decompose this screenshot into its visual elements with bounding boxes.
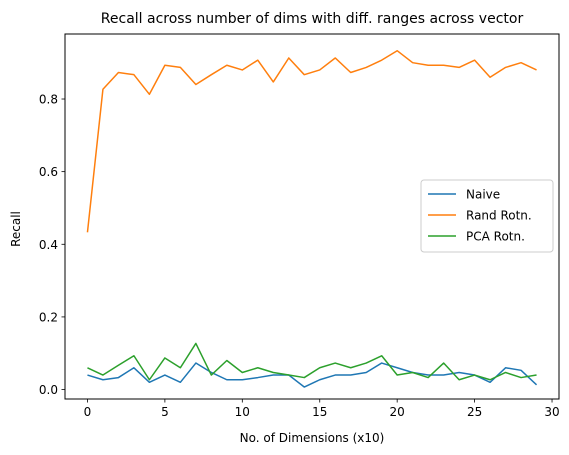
x-tick-label: 15: [312, 405, 327, 419]
y-tick-label: 0.2: [39, 310, 58, 324]
series-line-2: [86, 49, 537, 233]
series-line-1: [87, 362, 538, 388]
y-tick-label: 0.6: [39, 165, 58, 179]
chart-title: Recall across number of dims with diff. …: [101, 11, 524, 27]
x-tick-label: 5: [161, 405, 169, 419]
x-tick-label: 10: [235, 405, 250, 419]
legend-label: PCA Rotn.: [466, 230, 525, 244]
legend-label: Naive: [466, 188, 500, 202]
x-tick-label: 0: [84, 405, 92, 419]
legend: Naive Rand Rotn. PCA Rotn.: [420, 179, 554, 253]
x-tick-label: 25: [467, 405, 482, 419]
plot-area-frame: [64, 33, 560, 400]
y-tick-label: 0.4: [39, 238, 58, 252]
x-axis-label: No. of Dimensions (x10): [240, 431, 385, 445]
y-axis-label: Recall: [9, 211, 23, 247]
x-tick-label: 30: [544, 405, 559, 419]
series-line-3: [87, 342, 537, 381]
legend-box: [420, 179, 554, 253]
y-tick-label: 0.0: [39, 383, 58, 397]
x-tick-label: 20: [390, 405, 405, 419]
legend-label: Rand Rotn.: [466, 209, 532, 223]
y-tick-label: 0.8: [39, 93, 58, 107]
